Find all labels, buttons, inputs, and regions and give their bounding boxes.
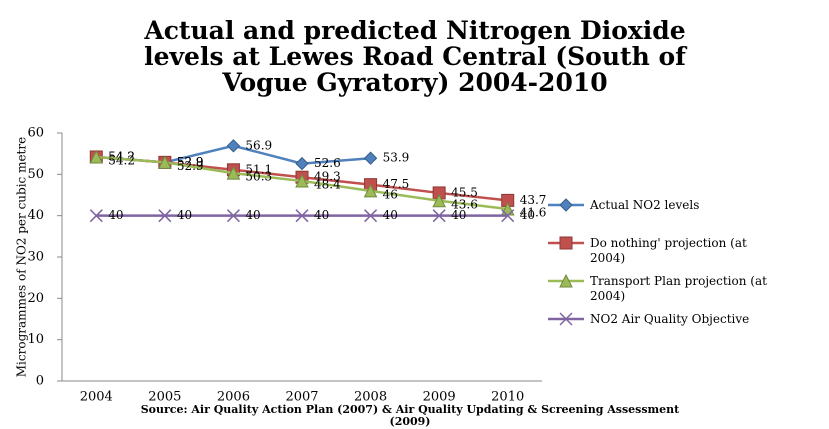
data-label: 54.2 [108, 153, 135, 167]
data-point [158, 155, 172, 169]
x-tick-label: 2008 [354, 390, 387, 405]
data-point [226, 165, 241, 180]
data-label: 45.5 [451, 185, 478, 199]
data-point [364, 209, 378, 223]
legend-label: Actual NO2 levels [589, 198, 699, 212]
y-tick-label: 60 [27, 126, 44, 141]
legend-label: Transport Plan projection (at 2004) [590, 274, 767, 303]
data-label: 40 [177, 208, 192, 222]
y-tick-label: 0 [36, 374, 44, 389]
legend-label: NO2 Air Quality Objective [590, 312, 749, 326]
data-point [295, 209, 309, 223]
data-point [501, 209, 515, 223]
data-label: 52.9 [177, 159, 204, 173]
data-label: 43.7 [520, 193, 547, 207]
x-tick-label: 2007 [285, 390, 318, 405]
x-tick-label: 2009 [423, 390, 456, 405]
x-tick-label: 2006 [217, 390, 250, 405]
data-label: 47.5 [383, 177, 410, 191]
data-label: 53.9 [383, 151, 410, 165]
data-label: 46 [383, 187, 398, 201]
data-label: 43.6 [451, 197, 478, 211]
data-point [158, 209, 172, 223]
y-tick-label: 50 [27, 167, 44, 182]
data-label: 41.6 [520, 206, 547, 220]
chart-title: Actual and predicted Nitrogen Dioxide le… [144, 16, 686, 97]
y-tick-label: 30 [27, 250, 44, 265]
x-tick-label: 2005 [148, 390, 181, 405]
legend-marker [559, 236, 573, 250]
legend-marker [559, 273, 573, 288]
data-point [295, 156, 309, 171]
legend-marker [559, 198, 573, 212]
data-label: 40 [314, 208, 329, 222]
data-label: 50.3 [245, 170, 272, 184]
x-tick-label: 2010 [491, 390, 524, 405]
data-label: 40 [245, 208, 260, 222]
data-point [432, 193, 446, 208]
data-label: 48.4 [314, 177, 341, 191]
data-label: 40 [520, 208, 535, 222]
data-label: 52.6 [314, 156, 341, 170]
x-tick-label: 2004 [80, 390, 113, 405]
data-point [432, 209, 446, 223]
data-point [295, 173, 309, 188]
data-label: 40 [451, 208, 466, 222]
y-axis-label: Microgrammes of NO2 per cubic metre [15, 137, 29, 377]
data-label: 51.1 [245, 162, 272, 176]
data-point [226, 139, 241, 153]
data-point [363, 183, 378, 198]
data-point [226, 209, 240, 223]
data-label: 49.3 [314, 170, 341, 184]
y-tick-label: 20 [27, 291, 44, 306]
legend-label: Do nothing' projection (at 2004) [590, 236, 747, 265]
data-label: 40 [383, 208, 398, 222]
data-label: 56.9 [245, 138, 272, 152]
legend-marker [559, 312, 573, 326]
data-point [89, 149, 104, 164]
data-label: 40 [108, 208, 123, 222]
data-point [89, 209, 103, 223]
y-tick-label: 40 [27, 208, 44, 223]
chart: Microgrammes of NO2 per cubic metre 0 10 2… [15, 126, 768, 405]
y-tick-label: 10 [27, 332, 44, 347]
data-point [363, 151, 378, 165]
source: Source: Air Quality Action Plan (2007) &… [140, 403, 680, 428]
